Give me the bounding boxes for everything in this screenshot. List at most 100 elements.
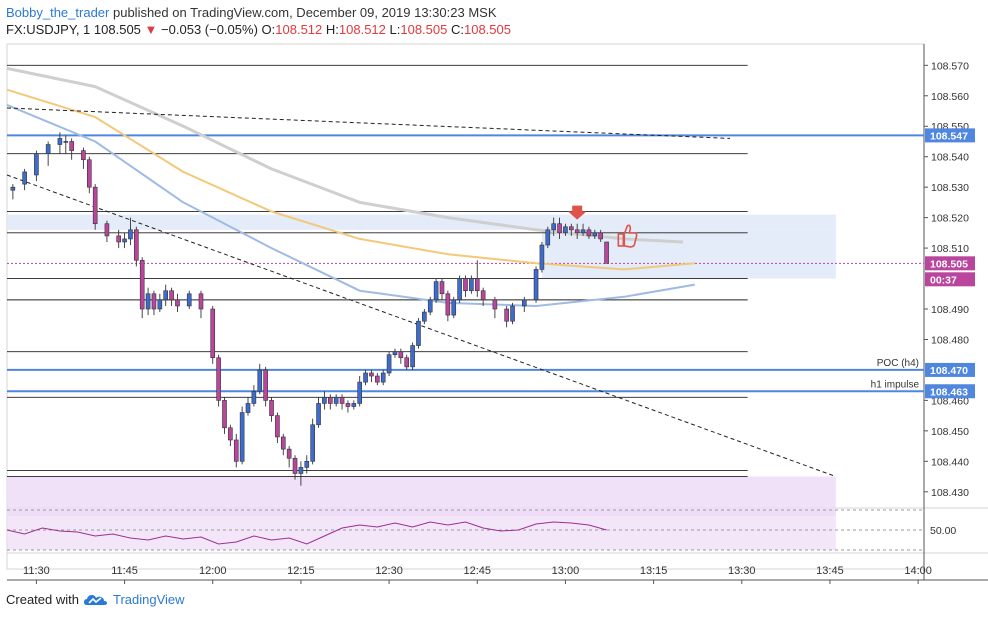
candle (163, 290, 169, 301)
candle (563, 226, 568, 234)
low-value: 108.505 (400, 22, 448, 37)
candle (604, 241, 609, 264)
candle (427, 299, 433, 313)
candle (357, 381, 362, 404)
time-tick-label: 12:30 (375, 565, 403, 577)
candle (151, 293, 157, 310)
price-label-1: 108.505 (930, 258, 968, 270)
candle (257, 369, 263, 392)
candle (339, 397, 345, 404)
candle (228, 427, 233, 441)
candle (598, 232, 603, 240)
candle (10, 186, 16, 191)
candle (375, 375, 380, 383)
candle (198, 293, 204, 310)
change-arrow-icon: ▼ (144, 22, 158, 37)
price-label-0: 108.547 (930, 130, 968, 142)
price-label-box-1 (925, 256, 975, 271)
candle (480, 290, 486, 301)
time-tick-label: 12:15 (287, 565, 315, 577)
candle (322, 397, 327, 404)
candle (545, 229, 551, 246)
zone-1 (541, 229, 836, 279)
candle (69, 141, 74, 151)
created-with-text: Created with (6, 592, 79, 607)
last-price: 108.505 (93, 22, 141, 37)
price-tick-label: 108.480 (931, 334, 969, 346)
open-label: O: (261, 22, 276, 37)
candle (457, 278, 462, 301)
candle (116, 235, 121, 243)
price-label-box-3 (925, 362, 975, 377)
candle (539, 244, 545, 270)
candle (286, 448, 292, 459)
candle (280, 436, 286, 450)
open-value: 108.512 (275, 22, 323, 37)
tradingview-link[interactable]: TradingView (112, 592, 185, 607)
candle (269, 400, 274, 416)
price-label-4: 108.463 (930, 386, 968, 398)
candle (245, 403, 251, 413)
price-tick-label: 108.530 (931, 182, 969, 194)
candle (551, 223, 556, 231)
candle (380, 372, 386, 383)
candle (292, 457, 298, 474)
candle (310, 424, 315, 462)
price-tick-label: 108.560 (931, 91, 969, 103)
candle (298, 467, 304, 474)
price-tick-label: 108.460 (931, 395, 969, 407)
candle (333, 397, 339, 404)
author-link[interactable]: Bobby_the_trader (6, 5, 110, 20)
ema-line-1 (6, 88, 695, 271)
candle (504, 308, 509, 322)
candle (304, 461, 310, 468)
published-text: published on TradingView.com, December 0… (112, 5, 497, 20)
price-tick-label: 108.430 (931, 487, 969, 499)
trendline-0 (6, 107, 731, 139)
time-tick-label: 12:45 (463, 565, 491, 577)
candle (410, 345, 415, 368)
time-tick-label: 13:00 (552, 565, 580, 577)
candle (369, 372, 374, 377)
price-label-2: 00:37 (930, 274, 957, 286)
candle (416, 320, 421, 346)
candle (533, 269, 539, 301)
candle (122, 238, 127, 243)
candle (521, 299, 527, 307)
high-value: 108.512 (338, 22, 386, 37)
candle (592, 232, 598, 237)
price-tick-label: 108.520 (931, 213, 969, 225)
price-tick-label: 108.510 (931, 243, 969, 255)
candle (22, 171, 27, 185)
candle (474, 278, 480, 292)
candle (233, 439, 239, 462)
thumbs-up-icon (617, 224, 638, 248)
tradingview-cloud-icon (83, 594, 107, 605)
candle (222, 400, 227, 429)
publish-info: Bobby_the_trader published on TradingVie… (6, 5, 496, 20)
candle (34, 153, 39, 176)
candle (86, 159, 92, 188)
candle (463, 278, 468, 292)
candle (439, 281, 445, 295)
candle (63, 141, 69, 143)
candle (316, 403, 321, 426)
rsi-line (6, 521, 607, 545)
candle (92, 186, 98, 225)
price-tick-label: 108.490 (931, 304, 969, 316)
symbol-name[interactable]: FX:USDJPY, 1 (6, 22, 91, 37)
candle (569, 226, 574, 231)
time-tick-label: 14:00 (904, 565, 932, 577)
price-label-box-2 (925, 272, 975, 287)
candle (386, 354, 392, 374)
candle (139, 259, 145, 310)
price-label-box-4 (925, 384, 975, 399)
time-tick-label: 11:30 (23, 565, 50, 577)
time-tick-label: 13:45 (816, 565, 844, 577)
candle (263, 369, 268, 401)
candle (574, 229, 580, 234)
candle (275, 415, 280, 438)
down-arrow-icon (568, 205, 587, 220)
candle (216, 357, 221, 401)
